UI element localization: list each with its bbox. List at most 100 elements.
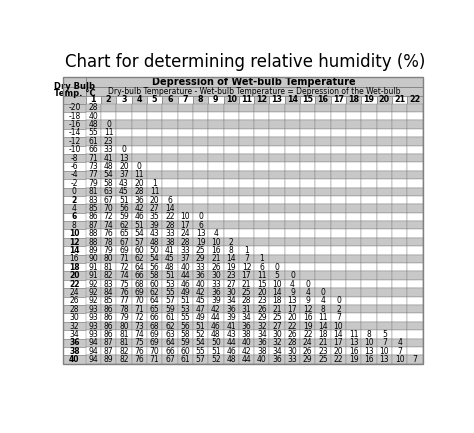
Text: 26: 26: [257, 305, 267, 314]
Bar: [377, 137, 392, 145]
Bar: [331, 271, 346, 280]
Text: 56: 56: [119, 204, 129, 213]
Text: 46: 46: [134, 213, 144, 221]
Bar: [377, 154, 392, 162]
Bar: [407, 322, 423, 330]
Bar: [377, 238, 392, 246]
Bar: [331, 288, 346, 297]
Bar: [116, 229, 132, 238]
Bar: [392, 179, 407, 187]
Bar: [208, 179, 224, 187]
Bar: [116, 305, 132, 313]
Text: 6: 6: [72, 213, 77, 221]
Text: 67: 67: [165, 355, 175, 364]
Bar: [392, 137, 407, 145]
Text: 6: 6: [167, 196, 173, 205]
Text: 29: 29: [303, 355, 313, 364]
Bar: [116, 112, 132, 120]
Bar: [331, 187, 346, 196]
Bar: [162, 288, 178, 297]
Bar: [362, 196, 377, 204]
Bar: [239, 162, 254, 171]
Text: 33: 33: [288, 355, 297, 364]
Bar: [178, 120, 193, 129]
Text: 61: 61: [165, 313, 175, 322]
Text: 86: 86: [89, 213, 98, 221]
Bar: [162, 154, 178, 162]
Bar: [147, 229, 162, 238]
Bar: [178, 221, 193, 229]
Bar: [239, 96, 254, 103]
Bar: [224, 246, 239, 255]
Text: 23: 23: [319, 347, 328, 356]
Bar: [346, 187, 362, 196]
Text: -14: -14: [68, 129, 81, 137]
Bar: [101, 129, 116, 137]
Text: 64: 64: [165, 338, 175, 347]
Bar: [147, 103, 162, 112]
Bar: [316, 103, 331, 112]
Text: 40: 40: [196, 280, 205, 288]
Text: 1: 1: [244, 246, 249, 255]
Bar: [254, 162, 270, 171]
Bar: [224, 179, 239, 187]
Text: 15: 15: [302, 95, 313, 104]
Bar: [147, 96, 162, 103]
Text: 7: 7: [397, 347, 402, 356]
Bar: [331, 229, 346, 238]
Text: 44: 44: [211, 313, 221, 322]
Bar: [86, 288, 101, 297]
Text: 64: 64: [134, 263, 144, 272]
Bar: [193, 120, 208, 129]
Bar: [116, 204, 132, 213]
Bar: [300, 347, 316, 355]
Text: 88: 88: [89, 229, 98, 238]
Bar: [346, 103, 362, 112]
Text: 2: 2: [336, 305, 341, 314]
Text: 85: 85: [89, 204, 98, 213]
Bar: [208, 221, 224, 229]
Bar: [63, 120, 86, 129]
Bar: [208, 246, 224, 255]
Bar: [116, 347, 132, 355]
Bar: [101, 204, 116, 213]
Bar: [254, 280, 270, 288]
Text: 0: 0: [290, 271, 295, 280]
Text: 67: 67: [104, 196, 113, 205]
Text: 92: 92: [89, 288, 98, 297]
Text: 74: 74: [134, 330, 144, 339]
Bar: [254, 171, 270, 179]
Text: 22: 22: [410, 95, 421, 104]
Text: 79: 79: [119, 313, 129, 322]
Bar: [178, 305, 193, 313]
Text: 51: 51: [211, 347, 221, 356]
Text: -6: -6: [71, 162, 78, 171]
Bar: [178, 229, 193, 238]
Bar: [346, 145, 362, 154]
Bar: [331, 145, 346, 154]
Bar: [224, 263, 239, 271]
Bar: [116, 103, 132, 112]
Bar: [147, 322, 162, 330]
Bar: [208, 129, 224, 137]
Bar: [208, 330, 224, 339]
Bar: [193, 204, 208, 213]
Text: 25: 25: [319, 355, 328, 364]
Bar: [285, 229, 300, 238]
Bar: [193, 322, 208, 330]
Bar: [377, 305, 392, 313]
Bar: [407, 313, 423, 322]
Bar: [300, 355, 316, 364]
Bar: [254, 322, 270, 330]
Bar: [116, 238, 132, 246]
Text: 91: 91: [89, 271, 98, 280]
Bar: [331, 103, 346, 112]
Text: 22: 22: [288, 322, 297, 330]
Bar: [392, 112, 407, 120]
Bar: [193, 347, 208, 355]
Text: 56: 56: [150, 263, 159, 272]
Bar: [316, 154, 331, 162]
Bar: [346, 162, 362, 171]
Bar: [86, 322, 101, 330]
Bar: [132, 213, 147, 221]
